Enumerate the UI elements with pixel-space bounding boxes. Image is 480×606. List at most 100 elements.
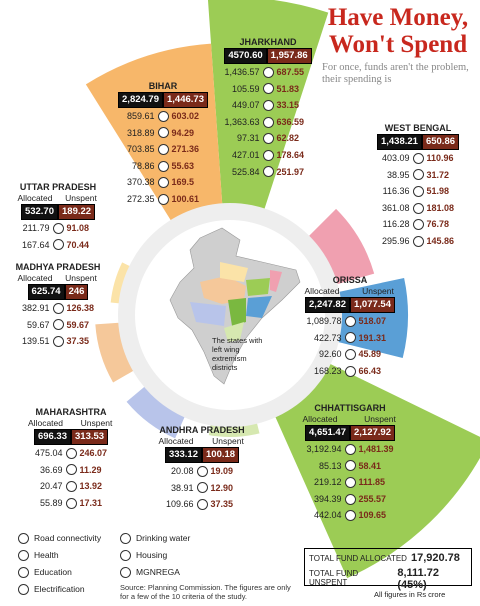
legend-icon	[120, 532, 131, 544]
row: 382.91 126.38	[12, 300, 104, 317]
legend-icon	[120, 549, 131, 561]
column-header: Allocated	[28, 418, 63, 428]
legend-item: Housing	[120, 547, 240, 563]
unspent: 1,481.39	[358, 444, 394, 454]
wedge	[126, 379, 190, 439]
icon	[65, 480, 77, 492]
unspent-total: 246	[64, 284, 89, 300]
row: 394.39 255.57	[290, 491, 410, 508]
state-block: MAHARASHTRA Allocated Unspent 696.33 313.53 4…	[20, 406, 122, 511]
row: 168.23 66.43	[294, 363, 406, 380]
unspent: 11.29	[79, 464, 102, 475]
allocated: 167.64	[21, 239, 50, 250]
column-header: Allocated	[17, 193, 53, 203]
allocated: 38.95	[386, 169, 410, 180]
allocated-total: 1,438.21	[376, 134, 422, 150]
map-region	[190, 302, 226, 326]
unspent: 110.96	[426, 153, 454, 163]
icon	[412, 185, 424, 197]
unspent: 94.29	[171, 127, 195, 138]
column-header: Unspent	[212, 436, 244, 446]
legend-label: Electrification	[34, 584, 85, 594]
legend-item: Health	[18, 547, 138, 563]
source: Source: Planning Commission. The figures…	[120, 583, 291, 601]
icon	[344, 476, 356, 488]
unspent-total: 313.53	[71, 429, 109, 445]
icon	[65, 497, 77, 509]
allocated: 20.47	[39, 481, 63, 492]
allocated-total: 333.12	[164, 447, 202, 463]
allocated-total: 4570.60	[224, 48, 267, 64]
allocated: 449.07	[231, 100, 260, 111]
state-name: WEST BENGAL	[384, 123, 452, 133]
state-block: CHHATTISGARH Allocated Unspent 4,651.47 2,12…	[290, 402, 410, 524]
unspent: 636.59	[276, 116, 305, 127]
column-header: Unspent	[80, 418, 113, 428]
unspent: 70.44	[66, 239, 90, 250]
legend-icon	[18, 583, 29, 595]
legend-label: Health	[34, 550, 59, 560]
allocated: 361.08	[381, 202, 410, 213]
state-name: ANDHRA PRADESH	[159, 425, 245, 435]
row: 525.84 251.97	[212, 164, 324, 181]
state-name: BIHAR	[148, 81, 178, 91]
row: 211.79 91.08	[12, 220, 104, 237]
unspent-total: 100.18	[202, 447, 240, 463]
unspent: 271.36	[171, 144, 200, 155]
unspent: 109.65	[358, 510, 387, 521]
state-name: CHHATTISGARH	[314, 403, 386, 413]
icon	[52, 239, 64, 251]
unspent: 55.63	[171, 160, 195, 171]
total-allocated: TOTAL FUND ALLOCATED 17,920.78	[305, 549, 471, 564]
total-row: 4,651.47 2,127.92	[290, 425, 410, 441]
unspent: 603.02	[171, 111, 200, 121]
allocated-total: 2,247.82	[305, 297, 350, 313]
icon	[157, 177, 169, 189]
column-headers: Allocated Unspent	[20, 418, 122, 429]
icon	[344, 510, 356, 522]
unspent-total: 2,127.92	[350, 425, 395, 441]
unspent: 19.09	[210, 466, 234, 476]
state-name: JHARKHAND	[239, 37, 297, 47]
allocated: 703.85	[126, 144, 155, 155]
row: 1,363.63 636.59	[212, 114, 324, 131]
allocated-total: 4,651.47	[305, 425, 350, 441]
map-region	[200, 276, 246, 304]
column-header: Unspent	[362, 286, 394, 296]
state-block: WEST BENGAL 1,438.21 650.86 403.09 110.96 38.…	[364, 122, 472, 250]
row: 20.08 19.09	[150, 463, 254, 480]
allocated-total: 2,824.79	[118, 92, 163, 108]
map-region	[246, 296, 272, 318]
legend-label: Road connectivity	[34, 533, 102, 543]
label: TOTAL FUND UNSPENT	[309, 569, 359, 587]
row: 167.64 70.44	[12, 237, 104, 254]
row: 1,089.78 518.07	[294, 313, 406, 330]
allocated: 422.73	[313, 332, 342, 343]
state-name: MADHYA PRADESH	[15, 262, 101, 272]
allocated: 97.31	[236, 133, 260, 144]
map-region	[224, 322, 244, 342]
unspent: 59.67	[66, 319, 90, 330]
icon	[196, 482, 208, 494]
icon	[344, 348, 356, 360]
unspent-total: 1,077.54	[350, 297, 395, 313]
note: All figures in Rs crore	[374, 590, 446, 599]
unspent: 33.15	[276, 100, 300, 111]
icon	[344, 332, 356, 344]
allocated: 427.01	[231, 149, 260, 160]
icon	[344, 460, 356, 472]
row: 92.60 45.89	[294, 346, 406, 363]
row: 370.38 169.5	[116, 174, 210, 191]
icon	[262, 166, 274, 178]
allocated: 3,192.94	[306, 444, 342, 454]
unspent: 12.90	[210, 482, 234, 493]
row: 139.51 37.35	[12, 333, 104, 350]
state-name: UTTAR PRADESH	[19, 182, 97, 192]
allocated: 382.91	[21, 303, 50, 313]
row: 85.13 58.41	[290, 458, 410, 475]
allocated: 211.79	[22, 223, 50, 233]
row: 105.59 51.83	[212, 81, 324, 98]
value: 17,920.78	[410, 552, 460, 564]
unspent: 518.07	[358, 316, 387, 326]
column-headers: Allocated Unspent	[294, 286, 406, 297]
